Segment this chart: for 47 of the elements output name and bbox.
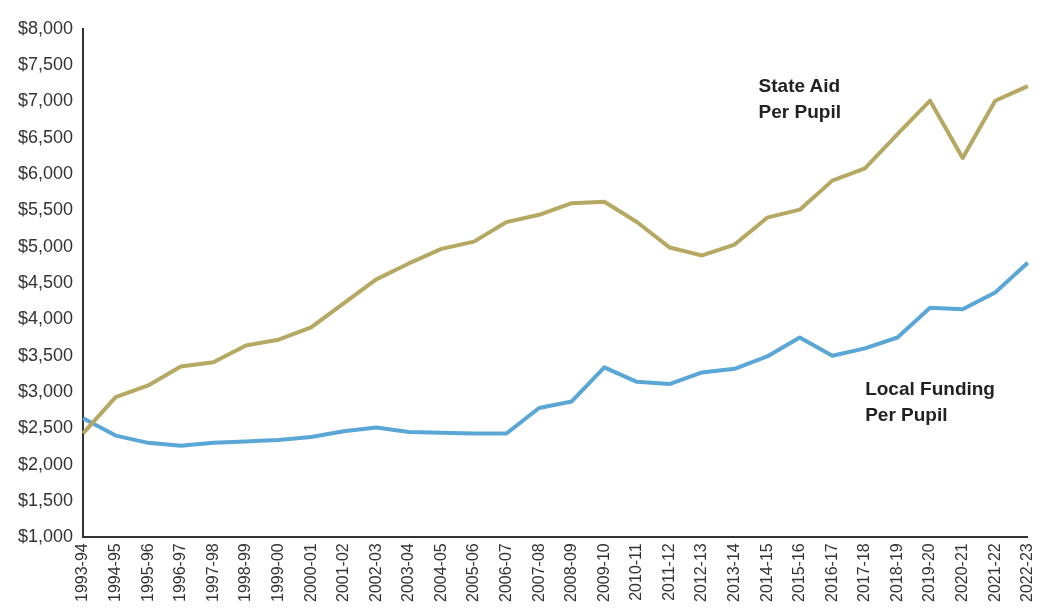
x-tick-label: 2008-09 bbox=[562, 543, 580, 602]
y-tick-label: $6,500 bbox=[17, 126, 74, 147]
x-tick-label: 2022-23 bbox=[1018, 543, 1036, 602]
y-tick-label: $3,500 bbox=[17, 344, 74, 365]
x-tick-label: 2014-15 bbox=[757, 543, 775, 602]
x-tick-label: 1995-96 bbox=[138, 543, 156, 602]
x-tick-label: 1999-00 bbox=[268, 543, 286, 602]
x-tick-label: 2021-22 bbox=[985, 543, 1003, 602]
y-tick-label: $1,000 bbox=[17, 526, 74, 547]
x-tick-label: 2019-20 bbox=[920, 543, 938, 602]
x-tick-label: 2017-18 bbox=[855, 543, 873, 602]
x-tick-label: 2006-07 bbox=[496, 543, 514, 602]
y-tick-label: $4,000 bbox=[17, 308, 74, 329]
x-tick-label: 2012-13 bbox=[692, 543, 710, 602]
x-tick-label: 1994-95 bbox=[106, 543, 124, 602]
y-tick-label: $7,500 bbox=[17, 54, 74, 75]
y-tick-label: $7,000 bbox=[17, 90, 74, 111]
y-tick-label: $3,000 bbox=[17, 380, 74, 401]
x-tick-label: 2018-19 bbox=[887, 543, 905, 602]
x-tick-label: 1996-97 bbox=[171, 543, 189, 602]
x-tick-label: 2016-17 bbox=[822, 543, 840, 602]
x-tick-label: 2020-21 bbox=[953, 543, 971, 602]
x-tick-label: 1998-99 bbox=[236, 543, 254, 602]
x-tick-label: 2011-12 bbox=[659, 543, 677, 601]
x-tick-label: 2007-08 bbox=[529, 543, 547, 602]
x-tick-label: 2010-11 bbox=[627, 543, 645, 601]
text: State Aid Per Pupil bbox=[758, 74, 841, 122]
y-tick-label: $2,500 bbox=[17, 417, 74, 438]
x-tick-label: 2004-05 bbox=[431, 543, 449, 602]
y-tick-label: $5,000 bbox=[17, 235, 74, 256]
y-tick-label: $4,500 bbox=[17, 272, 74, 293]
y-tick-label: $6,000 bbox=[17, 163, 74, 184]
x-tick-label: 2013-14 bbox=[725, 543, 743, 602]
x-tick-label: 2001-02 bbox=[334, 543, 352, 602]
y-tick-label: $1,500 bbox=[17, 489, 74, 510]
x-tick-label: 1993-94 bbox=[73, 543, 91, 602]
x-tick-label: 2005-06 bbox=[464, 543, 482, 602]
x-tick-label: 2003-04 bbox=[399, 543, 417, 602]
x-tick-label: 2009-10 bbox=[594, 543, 612, 602]
x-tick-label: 1997-98 bbox=[203, 543, 221, 602]
x-tick-label: 2002-03 bbox=[366, 543, 384, 602]
y-tick-label: $2,000 bbox=[17, 453, 74, 474]
x-tick-label: 2015-16 bbox=[790, 543, 808, 602]
x-tick-label: 2000-01 bbox=[301, 543, 319, 602]
series-label: Local Funding Per Pupil bbox=[865, 377, 995, 425]
y-tick-label: $5,500 bbox=[17, 199, 74, 220]
y-tick-label: $8,000 bbox=[17, 17, 74, 38]
